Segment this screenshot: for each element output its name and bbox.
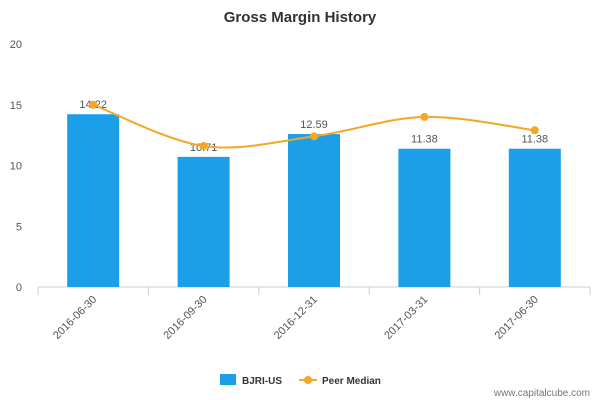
watermark-text: www.capitalcube.com — [493, 388, 590, 399]
legend-item-peer-median[interactable]: Peer Median — [299, 376, 381, 387]
bar-2016-06-30 — [67, 114, 120, 288]
legend-line-marker — [304, 376, 312, 384]
peer-median-point-2017-03-31 — [420, 112, 429, 121]
y-tick-label: 5 — [16, 221, 22, 233]
chart-title: Gross Margin History — [224, 9, 377, 26]
bar-data-label: 11.38 — [521, 134, 548, 146]
legend-bar-swatch — [220, 374, 236, 385]
legend-label-bjri: BJRI-US — [242, 376, 282, 387]
legend-label-peer-median: Peer Median — [322, 376, 381, 387]
y-tick-label: 15 — [10, 100, 22, 112]
peer-median-series — [89, 100, 539, 151]
peer-median-point-2016-09-30 — [199, 142, 208, 151]
legend: BJRI-US Peer Median — [220, 374, 381, 387]
x-tick-label: 2017-06-30 — [493, 294, 541, 342]
peer-median-point-2017-06-30 — [530, 126, 539, 135]
y-tick-label: 10 — [10, 161, 22, 173]
x-tick-label: 2016-06-30 — [51, 294, 99, 342]
bar-2017-03-31 — [398, 148, 451, 287]
bar-2016-12-31 — [288, 134, 340, 287]
legend-item-bjri[interactable]: BJRI-US — [220, 374, 282, 387]
peer-median-point-2016-06-30 — [89, 100, 98, 109]
bar-data-label: 12.59 — [300, 119, 328, 131]
x-tick-label: 2016-12-31 — [272, 294, 320, 342]
peer-median-point-2016-12-31 — [310, 132, 318, 141]
y-tick-label: 0 — [16, 282, 22, 294]
bar-2016-09-30 — [177, 156, 230, 287]
x-tick-label: 2016-09-30 — [161, 294, 209, 342]
x-tick-label: 2017-03-31 — [382, 294, 430, 342]
x-axis: 2016-06-30 2016-09-30 2016-12-31 2017-03-31… — [37, 286, 591, 342]
bar-2017-06-30 — [508, 148, 561, 287]
y-tick-label: 20 — [10, 39, 22, 51]
bar-data-label: 11.38 — [411, 134, 438, 146]
bar-series — [67, 114, 561, 288]
y-axis: 0 5 10 15 20 — [10, 39, 22, 294]
